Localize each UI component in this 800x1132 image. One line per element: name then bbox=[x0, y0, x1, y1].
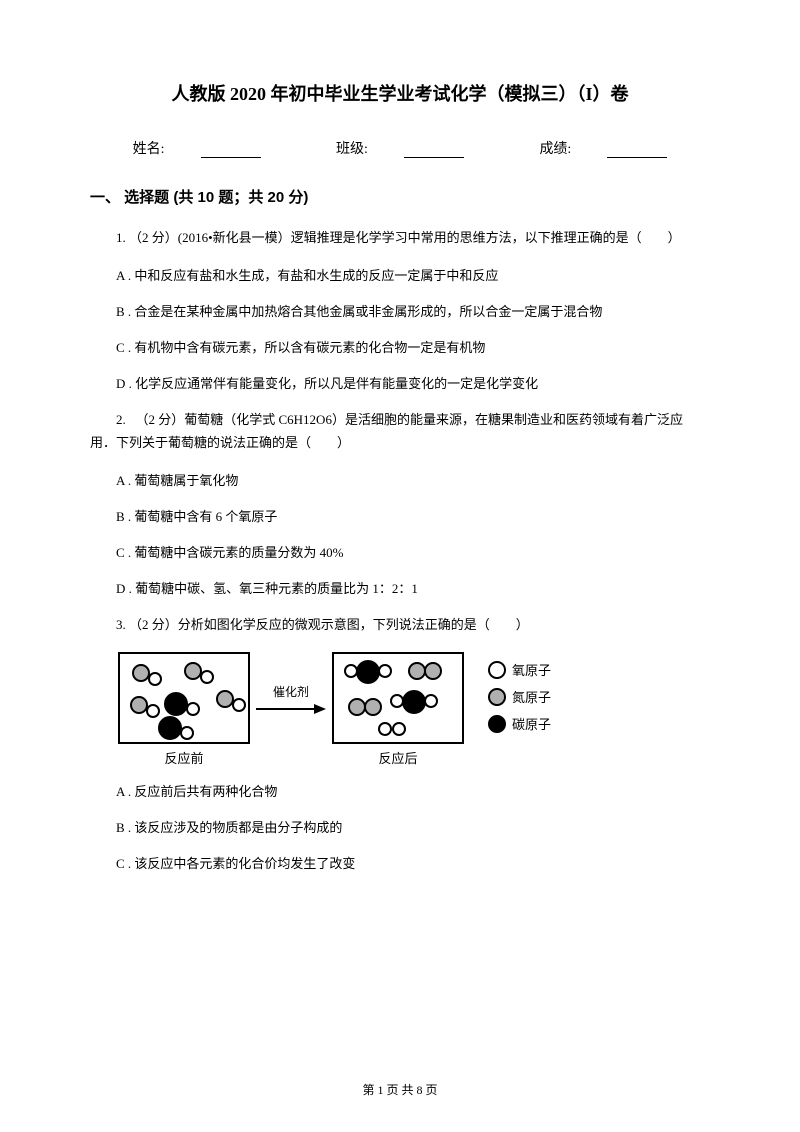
oxygen-atom-icon bbox=[488, 661, 506, 679]
q2-opt-c: C . 葡萄糖中含碳元素的质量分数为 40% bbox=[90, 542, 710, 564]
q1-opt-c: C . 有机物中含有碳元素，所以含有碳元素的化合物一定是有机物 bbox=[90, 337, 710, 359]
q2-opt-a: A . 葡萄糖属于氧化物 bbox=[90, 470, 710, 492]
section-header: 一、 选择题 (共 10 题；共 20 分) bbox=[90, 186, 710, 207]
legend-oxygen: 氧原子 bbox=[488, 660, 551, 679]
name-label: 姓名: bbox=[115, 142, 279, 157]
after-label: 反应后 bbox=[332, 748, 464, 767]
page-footer: 第 1 页 共 8 页 bbox=[0, 1081, 800, 1098]
reaction-diagram: 反应前 催化剂 反应后 氧原子 bbox=[118, 652, 710, 767]
q2-opt-b: B . 葡萄糖中含有 6 个氧原子 bbox=[90, 506, 710, 528]
legend-carbon: 碳原子 bbox=[488, 714, 551, 733]
nitrogen-atom-icon bbox=[488, 688, 506, 706]
nitrogen-label: 氮原子 bbox=[512, 687, 551, 706]
before-label: 反应前 bbox=[118, 748, 250, 767]
q3-opt-a: A . 反应前后共有两种化合物 bbox=[90, 781, 710, 803]
q2-stem-2: 用．下列关于葡萄糖的说法正确的是（ ） bbox=[90, 432, 710, 454]
carbon-atom-icon bbox=[488, 715, 506, 733]
legend-nitrogen: 氮原子 bbox=[488, 687, 551, 706]
q2-stem-1: 2. （2 分）葡萄糖（化学式 C6H12O6）是活细胞的能量来源，在糖果制造业… bbox=[90, 409, 710, 431]
catalyst-label: 催化剂 bbox=[273, 683, 309, 700]
oxygen-label: 氧原子 bbox=[512, 660, 551, 679]
after-box bbox=[332, 652, 464, 744]
q2-opt-d: D . 葡萄糖中碳、氢、氧三种元素的质量比为 1：2：1 bbox=[90, 578, 710, 600]
q3-stem: 3. （2 分）分析如图化学反应的微观示意图，下列说法正确的是（ ） bbox=[90, 614, 710, 636]
q1-opt-a: A . 中和反应有盐和水生成，有盐和水生成的反应一定属于中和反应 bbox=[90, 265, 710, 287]
q3-opt-b: B . 该反应涉及的物质都是由分子构成的 bbox=[90, 817, 710, 839]
q3-opt-c: C . 该反应中各元素的化合价均发生了改变 bbox=[90, 853, 710, 875]
page-title: 人教版 2020 年初中毕业生学业考试化学（模拟三）（I）卷 bbox=[90, 80, 710, 106]
before-box bbox=[118, 652, 250, 744]
q1-stem: 1. （2 分）(2016•新化县一模）逻辑推理是化学学习中常用的思维方法，以下… bbox=[90, 227, 710, 249]
arrow: 催化剂 bbox=[256, 683, 326, 716]
q1-opt-b: B . 合金是在某种金属中加热熔合其他金属或非金属形成的，所以合金一定属于混合物 bbox=[90, 301, 710, 323]
info-row: 姓名: 班级: 成绩: bbox=[90, 138, 710, 158]
class-label: 班级: bbox=[318, 142, 482, 157]
q1-opt-d: D . 化学反应通常伴有能量变化，所以凡是伴有能量变化的一定是化学变化 bbox=[90, 373, 710, 395]
carbon-label: 碳原子 bbox=[512, 714, 551, 733]
score-label: 成绩: bbox=[521, 142, 685, 157]
legend: 氧原子 氮原子 碳原子 bbox=[488, 660, 551, 741]
